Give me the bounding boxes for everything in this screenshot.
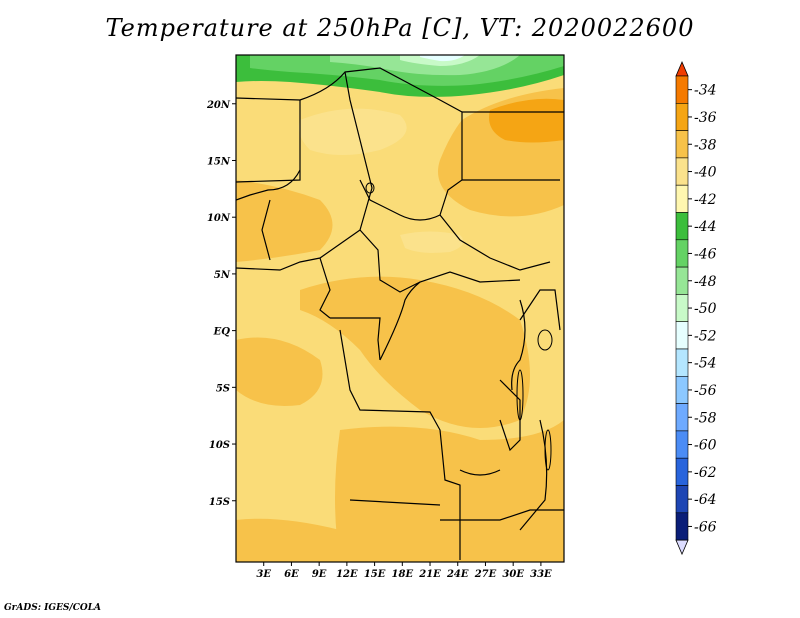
- colorbar-box: [675, 321, 689, 350]
- colorbar-label: -64: [694, 492, 717, 508]
- colorbar-bottom-arrow: [675, 539, 689, 556]
- colder-band-core: [330, 55, 520, 76]
- lat-tick-label: 5S: [216, 383, 230, 394]
- lon-tick-label: 27E: [474, 569, 497, 580]
- latitude-axis: 20N 15N 10N 5N EQ 5S 10S 15S: [206, 100, 236, 508]
- colorbar-box: [675, 294, 689, 322]
- cool-region-chad: [400, 231, 464, 253]
- credit-text: GrADS: IGES/COLA: [4, 603, 102, 613]
- colorbar-top-arrow: [675, 60, 689, 77]
- colorbar-box: [675, 75, 689, 104]
- lat-tick-label: 15N: [207, 156, 231, 167]
- lon-tick-label: 6E: [284, 569, 299, 580]
- figure-title: Temperature at 250hPa [C], VT: 202002260…: [105, 14, 695, 42]
- colorbar-label: -44: [694, 219, 717, 235]
- longitude-axis: 3E 6E 9E 12E 15E 18E 21E 24E 27E 30E 33E: [256, 562, 552, 580]
- lat-tick-label: 15S: [209, 497, 230, 508]
- colorbar-box: [675, 403, 689, 432]
- warm-region-south: [335, 420, 564, 562]
- temperature-field: [236, 55, 564, 562]
- colorbar-label: -34: [694, 83, 717, 99]
- colorbar-label: -38: [694, 137, 717, 153]
- lon-tick-label: 15E: [364, 569, 386, 580]
- lon-tick-label: 33E: [530, 569, 552, 580]
- colorbar-box: [675, 485, 689, 514]
- lat-tick-label: 10S: [209, 440, 230, 451]
- lat-tick-label: 10N: [207, 213, 231, 224]
- lon-tick-label: 3E: [256, 569, 271, 580]
- lon-tick-label: 18E: [392, 569, 414, 580]
- warm-region-southwest: [236, 518, 340, 562]
- lon-tick-label: 9E: [312, 569, 327, 580]
- colorbar-label: -66: [694, 519, 717, 535]
- colorbar-box: [675, 239, 689, 268]
- colorbar: -34 -36 -38 -40 -42 -44 -46 -48 -50 -52 -54 -56 -58 -…: [675, 60, 717, 556]
- lat-tick-label: EQ: [213, 327, 231, 338]
- lon-tick-label: 30E: [502, 569, 524, 580]
- colorbar-box: [675, 430, 689, 459]
- colorbar-box: [675, 457, 689, 486]
- colorbar-box: [675, 512, 689, 541]
- lakes: [365, 182, 553, 471]
- colorbar-box: [675, 212, 689, 241]
- lake-malawi: [544, 429, 552, 471]
- colorbar-box: [675, 157, 689, 186]
- colorbar-box: [675, 266, 689, 295]
- lon-tick-label: 24E: [446, 569, 469, 580]
- lon-tick-label: 12E: [336, 569, 358, 580]
- colorbar-label: -58: [694, 410, 717, 426]
- colorbar-label: -56: [694, 383, 717, 399]
- colorbar-label: -60: [694, 438, 717, 454]
- colorbar-label: -52: [694, 328, 717, 344]
- colorbar-label: -46: [694, 246, 717, 262]
- colorbar-box: [675, 130, 689, 159]
- colorbar-box: [675, 103, 689, 131]
- lat-tick-label: 20N: [206, 100, 231, 111]
- colorbar-box: [675, 184, 689, 213]
- colorbar-label: -36: [694, 110, 717, 126]
- lake-chad: [365, 182, 375, 194]
- colorbar-box: [675, 348, 689, 377]
- lake-tanganyika: [516, 369, 524, 421]
- lat-tick-label: 5N: [214, 270, 231, 281]
- warmer-region-northeast: [489, 98, 564, 143]
- lake-victoria: [537, 329, 553, 351]
- country-borders: [236, 67, 564, 560]
- colorbar-label: -42: [694, 192, 717, 208]
- warm-region-central: [300, 276, 530, 428]
- colorbar-label: -48: [694, 274, 717, 290]
- colorbar-box: [675, 375, 689, 404]
- colorbar-label: -50: [694, 301, 717, 317]
- lon-tick-label: 21E: [418, 569, 441, 580]
- colorbar-label: -40: [694, 165, 717, 181]
- map-frame: [235, 54, 565, 563]
- coldest-band-peak: [420, 55, 465, 62]
- warm-region-gabon: [236, 337, 323, 406]
- cool-region-north: [298, 108, 407, 155]
- colorbar-label: -54: [694, 356, 717, 372]
- colorbar-label: -62: [694, 465, 717, 481]
- warm-region-west: [236, 180, 333, 262]
